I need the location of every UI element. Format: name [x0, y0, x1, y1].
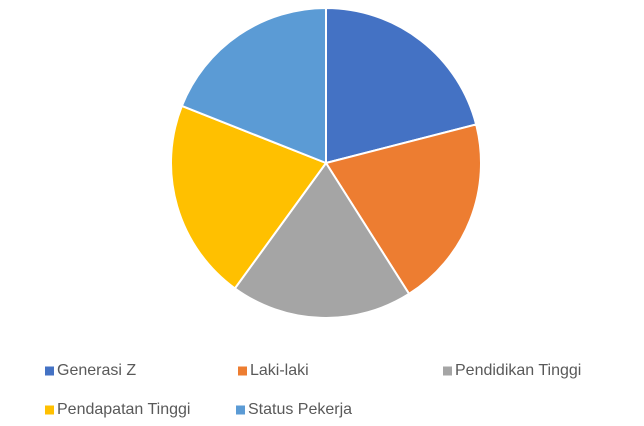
legend-label: Laki-laki	[250, 362, 309, 379]
pie-slice	[324, 123, 482, 296]
legend-label: Pendapatan Tinggi	[57, 401, 190, 418]
pie-slice	[170, 104, 328, 290]
legend-swatch	[443, 366, 452, 376]
pie-slice	[180, 6, 327, 165]
legend-swatch	[236, 405, 245, 415]
legend-label: Pendidikan Tinggi	[455, 362, 581, 379]
legend-label: Generasi Z	[57, 362, 136, 379]
legend-label: Status Pekerja	[248, 401, 352, 418]
legend-swatch	[45, 405, 54, 415]
pie-slice	[233, 161, 411, 319]
pie-slice	[325, 6, 478, 165]
legend-swatch	[45, 366, 54, 376]
legend-swatch	[238, 366, 247, 376]
